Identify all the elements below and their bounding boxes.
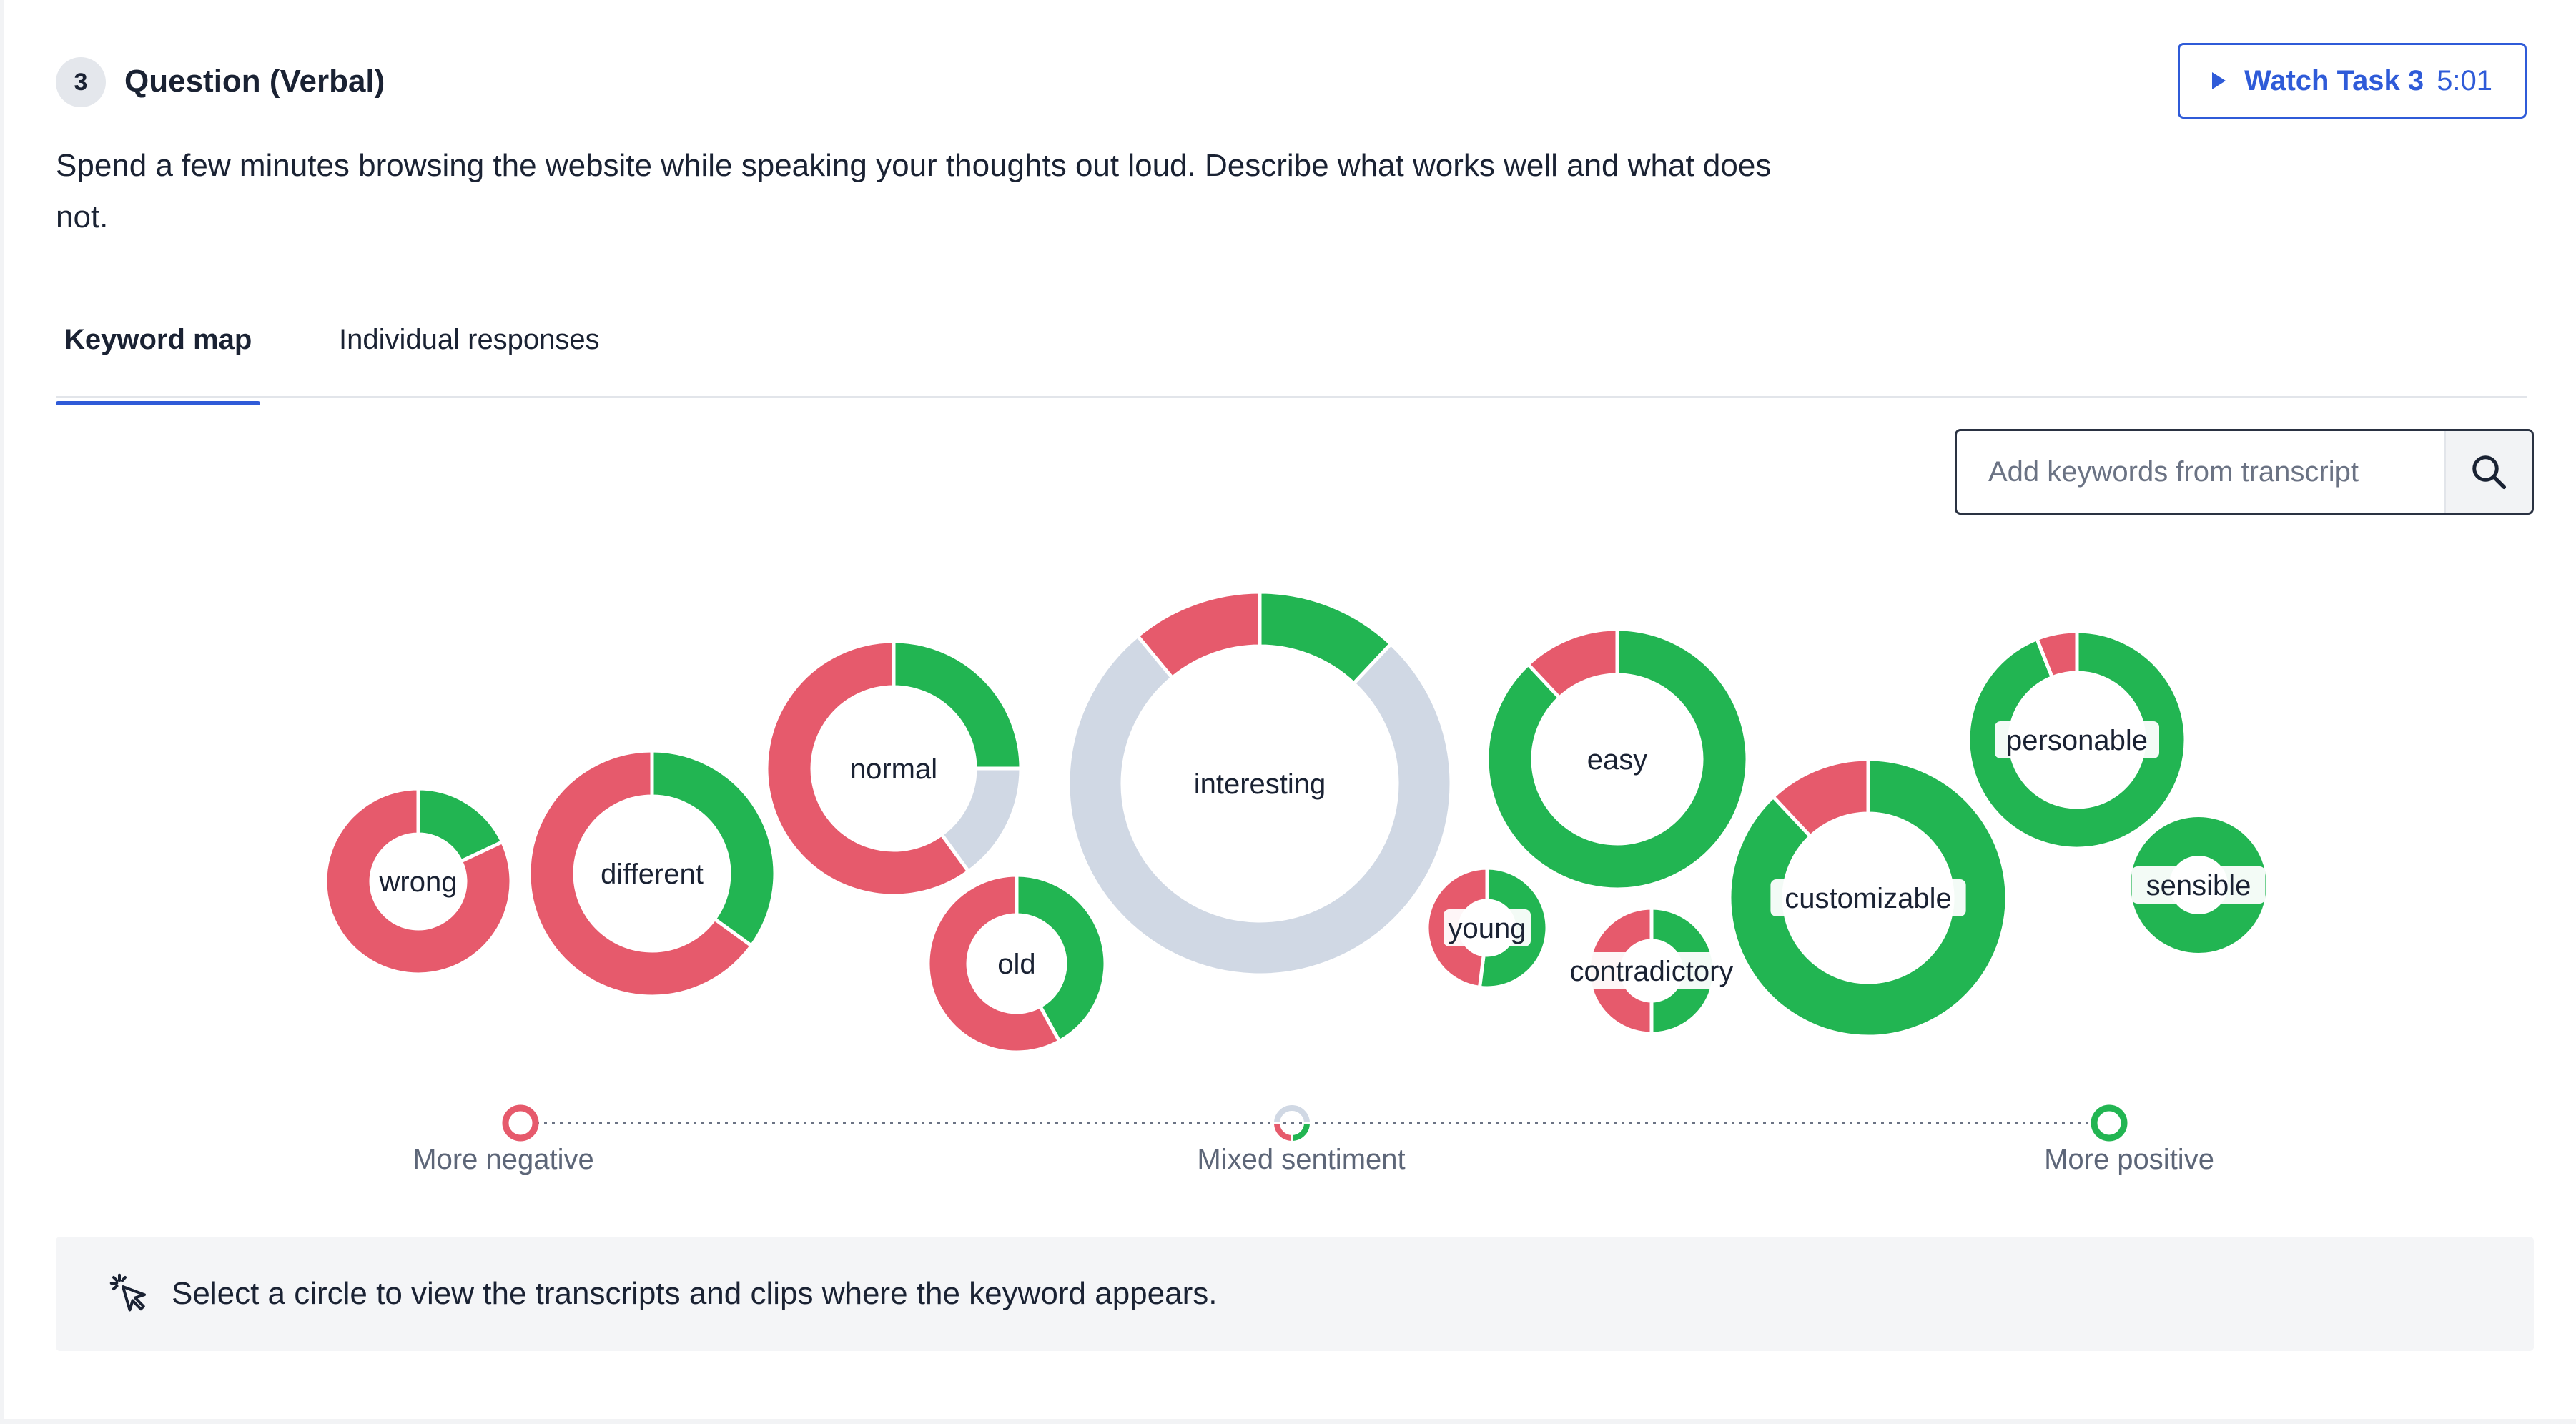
- segment-positive: [1727, 757, 2009, 1039]
- keyword-label: easy: [1587, 744, 1648, 776]
- tab-keyword-map[interactable]: Keyword map: [55, 315, 261, 405]
- segment-negative: [764, 639, 972, 898]
- segment-positive: [1485, 627, 1750, 891]
- legend-negative-label: More negative: [413, 1144, 594, 1175]
- keyword-label: wrong: [379, 866, 458, 898]
- legend-positive-label: More positive: [2044, 1144, 2214, 1175]
- keyword-label: normal: [850, 753, 937, 785]
- keyword-label: customizable: [1785, 883, 1951, 914]
- keyword-bubble-wrong[interactable]: wrong: [323, 786, 513, 976]
- keyword-search-input[interactable]: [1957, 431, 2447, 513]
- keyword-label-bg: [1444, 909, 1531, 946]
- tab-individual-responses[interactable]: Individual responses: [339, 324, 600, 355]
- segment-negative: [2034, 629, 2079, 680]
- instruction-banner: Select a circle to view the transcripts …: [56, 1237, 2534, 1351]
- keyword-label-bg: [1546, 952, 1757, 989]
- watch-task-label: Watch Task 3: [2244, 64, 2424, 97]
- legend-mixed-marker: [1272, 1104, 1312, 1143]
- keyword-bubble-old[interactable]: old: [926, 873, 1107, 1054]
- keyword-label-bg: [1995, 721, 2159, 758]
- keyword-label: contradictory: [1570, 956, 1734, 987]
- segment-negative: [1770, 757, 1870, 839]
- segment-positive: [650, 748, 777, 949]
- search-icon: [2472, 455, 2507, 490]
- keyword-label: sensible: [2146, 870, 2251, 901]
- segment-neutral: [1066, 633, 1454, 977]
- keyword-label-bg: [1770, 879, 1966, 916]
- keyword-label-bg: [2131, 866, 2266, 904]
- tab-bar: Keyword map Individual responses: [55, 307, 2527, 405]
- segment-positive: [1966, 629, 2188, 851]
- segment-negative: [926, 873, 1062, 1054]
- play-icon: [2211, 72, 2226, 89]
- question-number-badge: 3: [56, 57, 106, 107]
- keyword-map: wrong different normal old interesting young c…: [323, 590, 2266, 1143]
- segment-positive: [892, 639, 1023, 771]
- keyword-label: young: [1449, 913, 1526, 944]
- legend-mixed-label: Mixed sentiment: [1197, 1144, 1406, 1175]
- keyword-label: interesting: [1194, 768, 1326, 800]
- watch-task-button[interactable]: Watch Task 3 5:01: [2178, 43, 2527, 119]
- segment-negative: [1525, 627, 1619, 701]
- keyword-label: personable: [2006, 725, 2148, 756]
- keyword-label: old: [997, 949, 1035, 980]
- keyword-label-bg: [577, 855, 727, 892]
- keyword-bubble-personable[interactable]: personable: [1966, 629, 2188, 851]
- segment-negative: [527, 748, 754, 999]
- legend-positive-marker: [2091, 1104, 2128, 1142]
- keyword-bubble-young[interactable]: young: [1425, 866, 1549, 990]
- keyword-bubble-different[interactable]: different: [527, 748, 777, 999]
- search-button[interactable]: [2444, 431, 2532, 513]
- keyword-search: [1955, 429, 2534, 515]
- keyword-bubble-interesting[interactable]: interesting: [1066, 590, 1454, 977]
- question-title: Question (Verbal): [124, 64, 385, 99]
- instruction-text: Select a circle to view the transcripts …: [172, 1276, 1218, 1311]
- keyword-bubble-contradictory[interactable]: contradictory: [1546, 906, 1757, 1036]
- segment-negative: [323, 786, 513, 976]
- legend-negative-marker: [502, 1104, 539, 1142]
- segment-negative: [1135, 590, 1262, 681]
- keyword-bubble-sensible[interactable]: sensible: [2131, 817, 2266, 953]
- cursor-click-icon: [109, 1273, 146, 1312]
- keyword-bubble-normal[interactable]: normal: [764, 639, 1023, 898]
- keyword-bubble-customizable[interactable]: customizable: [1727, 757, 2009, 1039]
- question-description: Spend a few minutes browsing the website…: [56, 148, 1772, 234]
- watch-task-duration: 5:01: [2437, 64, 2493, 97]
- keyword-bubble-easy[interactable]: easy: [1485, 627, 1750, 891]
- keyword-label: different: [601, 859, 704, 890]
- segment-positive: [1015, 873, 1107, 1044]
